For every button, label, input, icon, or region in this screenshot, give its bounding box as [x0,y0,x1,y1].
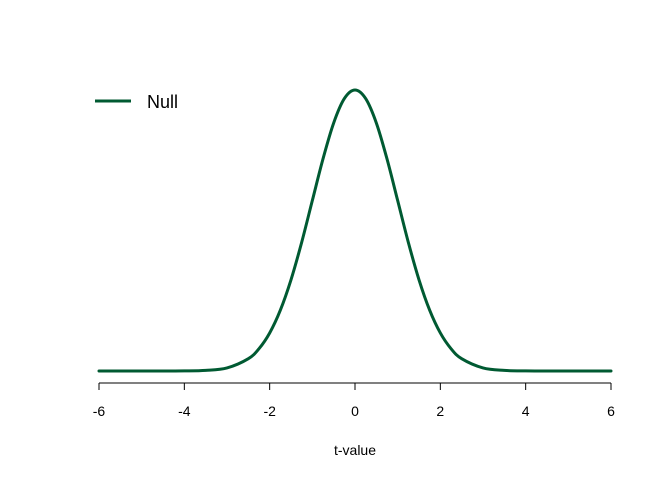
x-axis-title: t-value [334,442,376,458]
x-tick-label: -4 [178,403,191,419]
x-tick-label: 6 [607,403,615,419]
x-tick-label: 0 [351,403,359,419]
x-tick-label: -6 [93,403,106,419]
x-tick-label: -2 [263,403,276,419]
x-tick-label: 4 [522,403,530,419]
x-tick-label: 2 [436,403,444,419]
legend-label-null: Null [147,92,178,112]
series-line-null [97,88,613,373]
legend: Null [95,92,178,112]
x-axis: -6 -4 -2 0 2 4 6 [93,382,615,419]
